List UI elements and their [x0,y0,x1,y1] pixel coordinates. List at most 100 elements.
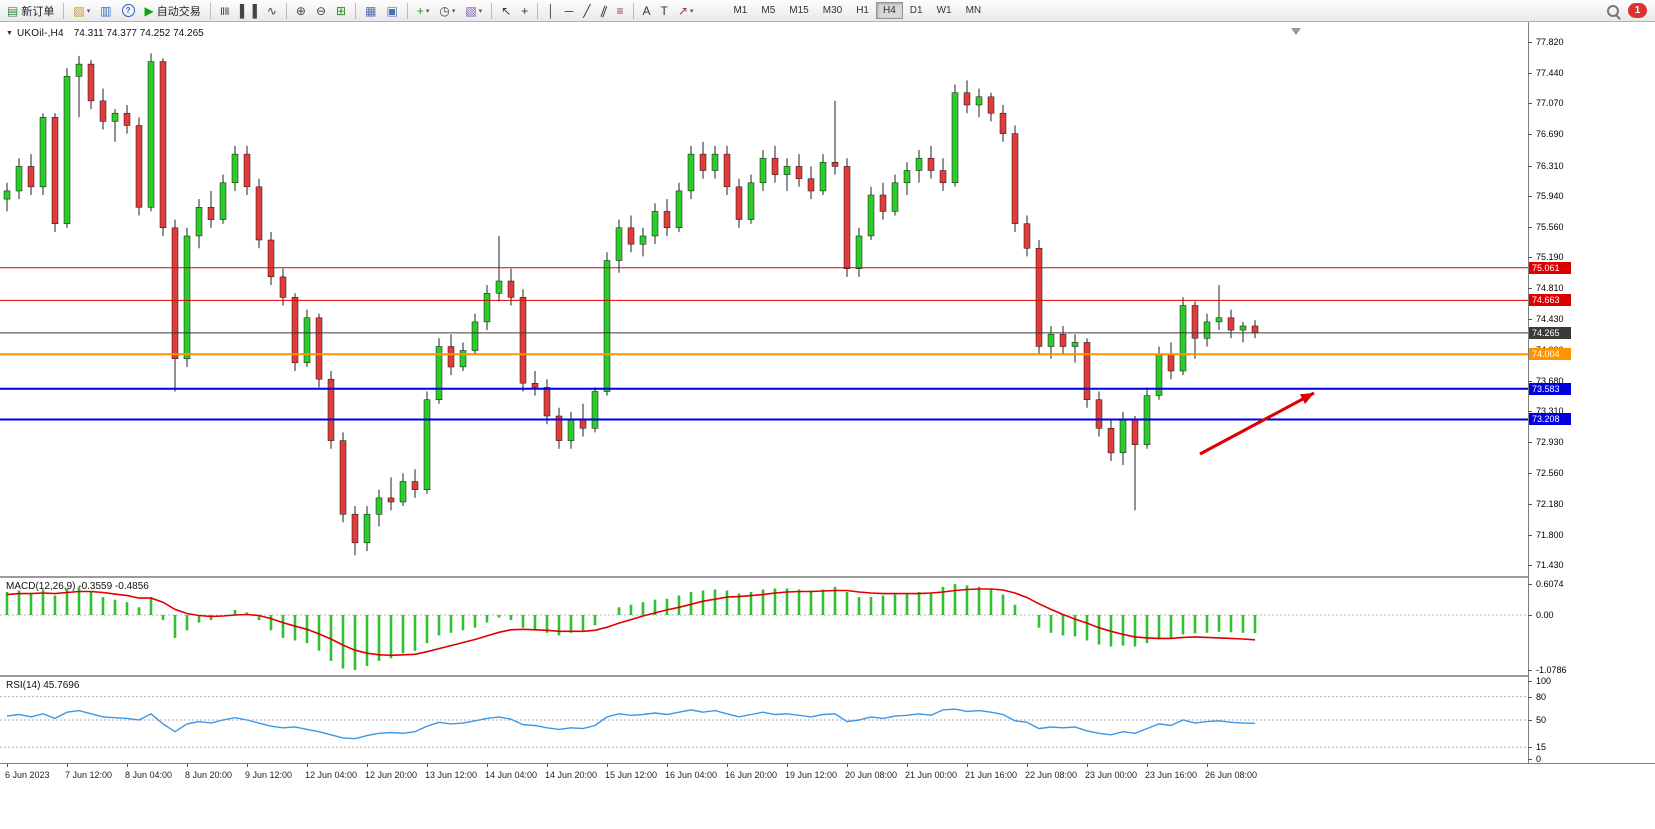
time-tick [247,764,248,767]
crosshair-icon[interactable]: + [521,3,529,18]
price-badge-74.265: 74.265 [1529,327,1571,339]
candle-body [27,166,35,188]
candle-body [39,117,47,188]
new-order-button[interactable]: ▤ 新订单 [7,3,55,18]
candle-body [1059,333,1067,347]
timeframe-w1-button[interactable]: W1 [936,5,952,16]
cursor-icon[interactable]: ↖ [501,3,512,18]
timeframe-h4-button[interactable]: H4 [875,2,903,19]
timeframe-m1-button[interactable]: M1 [733,5,748,16]
notification-badge[interactable]: 1 [1628,3,1647,18]
candle-body [1095,399,1103,429]
grid-icon[interactable]: ⊞ [336,3,347,18]
templates-button[interactable]: ▧ ▾ [465,3,483,18]
line-chart-icon[interactable]: ∿ [266,3,277,18]
bars-chart-icon[interactable]: ≣ [217,5,232,16]
candle-body [135,125,143,208]
rsi-pane[interactable] [0,677,1528,763]
fibonacci-icon[interactable]: ≡ [616,3,624,18]
vertical-line-icon[interactable]: │ [547,3,555,18]
chart-wizard-icon[interactable]: ▨ ▾ [73,3,91,18]
candle-body [711,153,719,171]
timeframe-m15-button[interactable]: M15 [789,5,809,16]
pane-splitter-rsi[interactable] [0,675,1655,677]
candle-body [411,481,419,490]
indicators-button[interactable]: + ▾ [416,3,430,18]
time-axis-label: 21 Jun 16:00 [965,770,1018,780]
candle-body [603,260,611,392]
time-tick [1027,764,1028,767]
rsi-axis-label: 80 [1527,692,1547,702]
time-axis-label: 21 Jun 00:00 [905,770,958,780]
timeframe-h1-button[interactable]: H1 [856,5,869,16]
toolbar-separator [537,2,539,19]
price-badge-75.061: 75.061 [1529,262,1571,274]
market-watch-icon[interactable]: ▥ [100,3,112,18]
candle-body [375,497,383,515]
autotrading-button[interactable]: ▶ 自动交易 [144,3,201,18]
help-icon[interactable]: ? [118,1,139,21]
candle-body [447,346,455,368]
main-chart[interactable] [0,22,1528,576]
tile-windows-icon[interactable]: ▦ [365,3,377,18]
candle-body [3,190,11,200]
zoom-out-icon[interactable]: ⊖ [315,3,327,18]
symbol-period-label: UKOil-,H4 [16,28,64,39]
time-tick [907,764,908,767]
price-tick-label: 74.430 [1528,314,1564,324]
text-label-icon[interactable]: T [660,3,668,18]
horizontal-line-icon[interactable]: ─ [564,3,574,18]
candlestick-chart-icon[interactable]: ▌▐ [239,3,257,18]
channel-icon[interactable]: ∥ [598,2,609,19]
candle-body [807,178,815,192]
candle-body [615,227,623,261]
time-tick [967,764,968,767]
search-icon[interactable] [1607,4,1619,17]
pane-splitter-macd[interactable] [0,576,1655,578]
zoom-in-icon[interactable]: ⊕ [295,3,306,18]
cascade-windows-icon[interactable]: ▣ [386,3,398,18]
time-tick [547,764,548,767]
candle-body [123,112,131,126]
chart-shift-marker[interactable] [1291,28,1301,35]
macd-pane[interactable] [0,578,1528,675]
timeframe-mn-button[interactable]: MN [965,5,982,16]
text-icon[interactable]: A [642,3,651,18]
candle-body [1119,419,1127,454]
candle-body [579,419,587,429]
candle-body [75,63,83,77]
price-axis[interactable]: 77.820 77.440 77.070 76.690 76.310 75.940 75.5… [1527,22,1655,764]
price-tick-label: 75.190 [1528,252,1564,262]
timeframe-m30-button[interactable]: M30 [822,5,843,16]
macd-histogram [5,584,1257,671]
toolbar-separator [355,2,357,19]
arrows-icon[interactable]: ↗ ▾ [677,3,694,18]
candle-body [699,153,707,171]
rsi-axis-label: 50 [1527,715,1547,725]
macd-axis-label: -1.0786 [1528,665,1567,675]
candle-body [759,157,767,184]
candle-body [651,211,659,237]
candle-body [471,321,479,351]
candle-body [267,239,275,278]
timeframe-d1-button[interactable]: D1 [909,5,923,16]
time-axis-label: 14 Jun 20:00 [545,770,598,780]
toolbar-separator [406,2,408,19]
candle-body [279,276,287,298]
trendline-icon[interactable]: ╱ [583,3,591,18]
macd-axis-label: 0.00 [1528,610,1554,620]
candle-body [243,153,251,188]
candle-body [147,61,155,208]
trend-arrow-annotation[interactable] [1199,391,1315,456]
candle-body [1047,333,1055,347]
timeframe-m5-button[interactable]: M5 [761,5,776,16]
candle-body [495,280,503,294]
periods-button[interactable]: ◷ ▾ [439,3,456,18]
candle-body [639,235,647,245]
candle-body [1215,317,1223,323]
candle-body [747,182,755,220]
time-axis[interactable]: 6 Jun 2023 7 Jun 12:00 8 Jun 04:00 8 Jun 20… [0,763,1655,785]
one-click-trading-toggle[interactable]: ▼ [6,30,13,37]
candle-wicks [6,53,1256,556]
candle-body [315,317,323,380]
